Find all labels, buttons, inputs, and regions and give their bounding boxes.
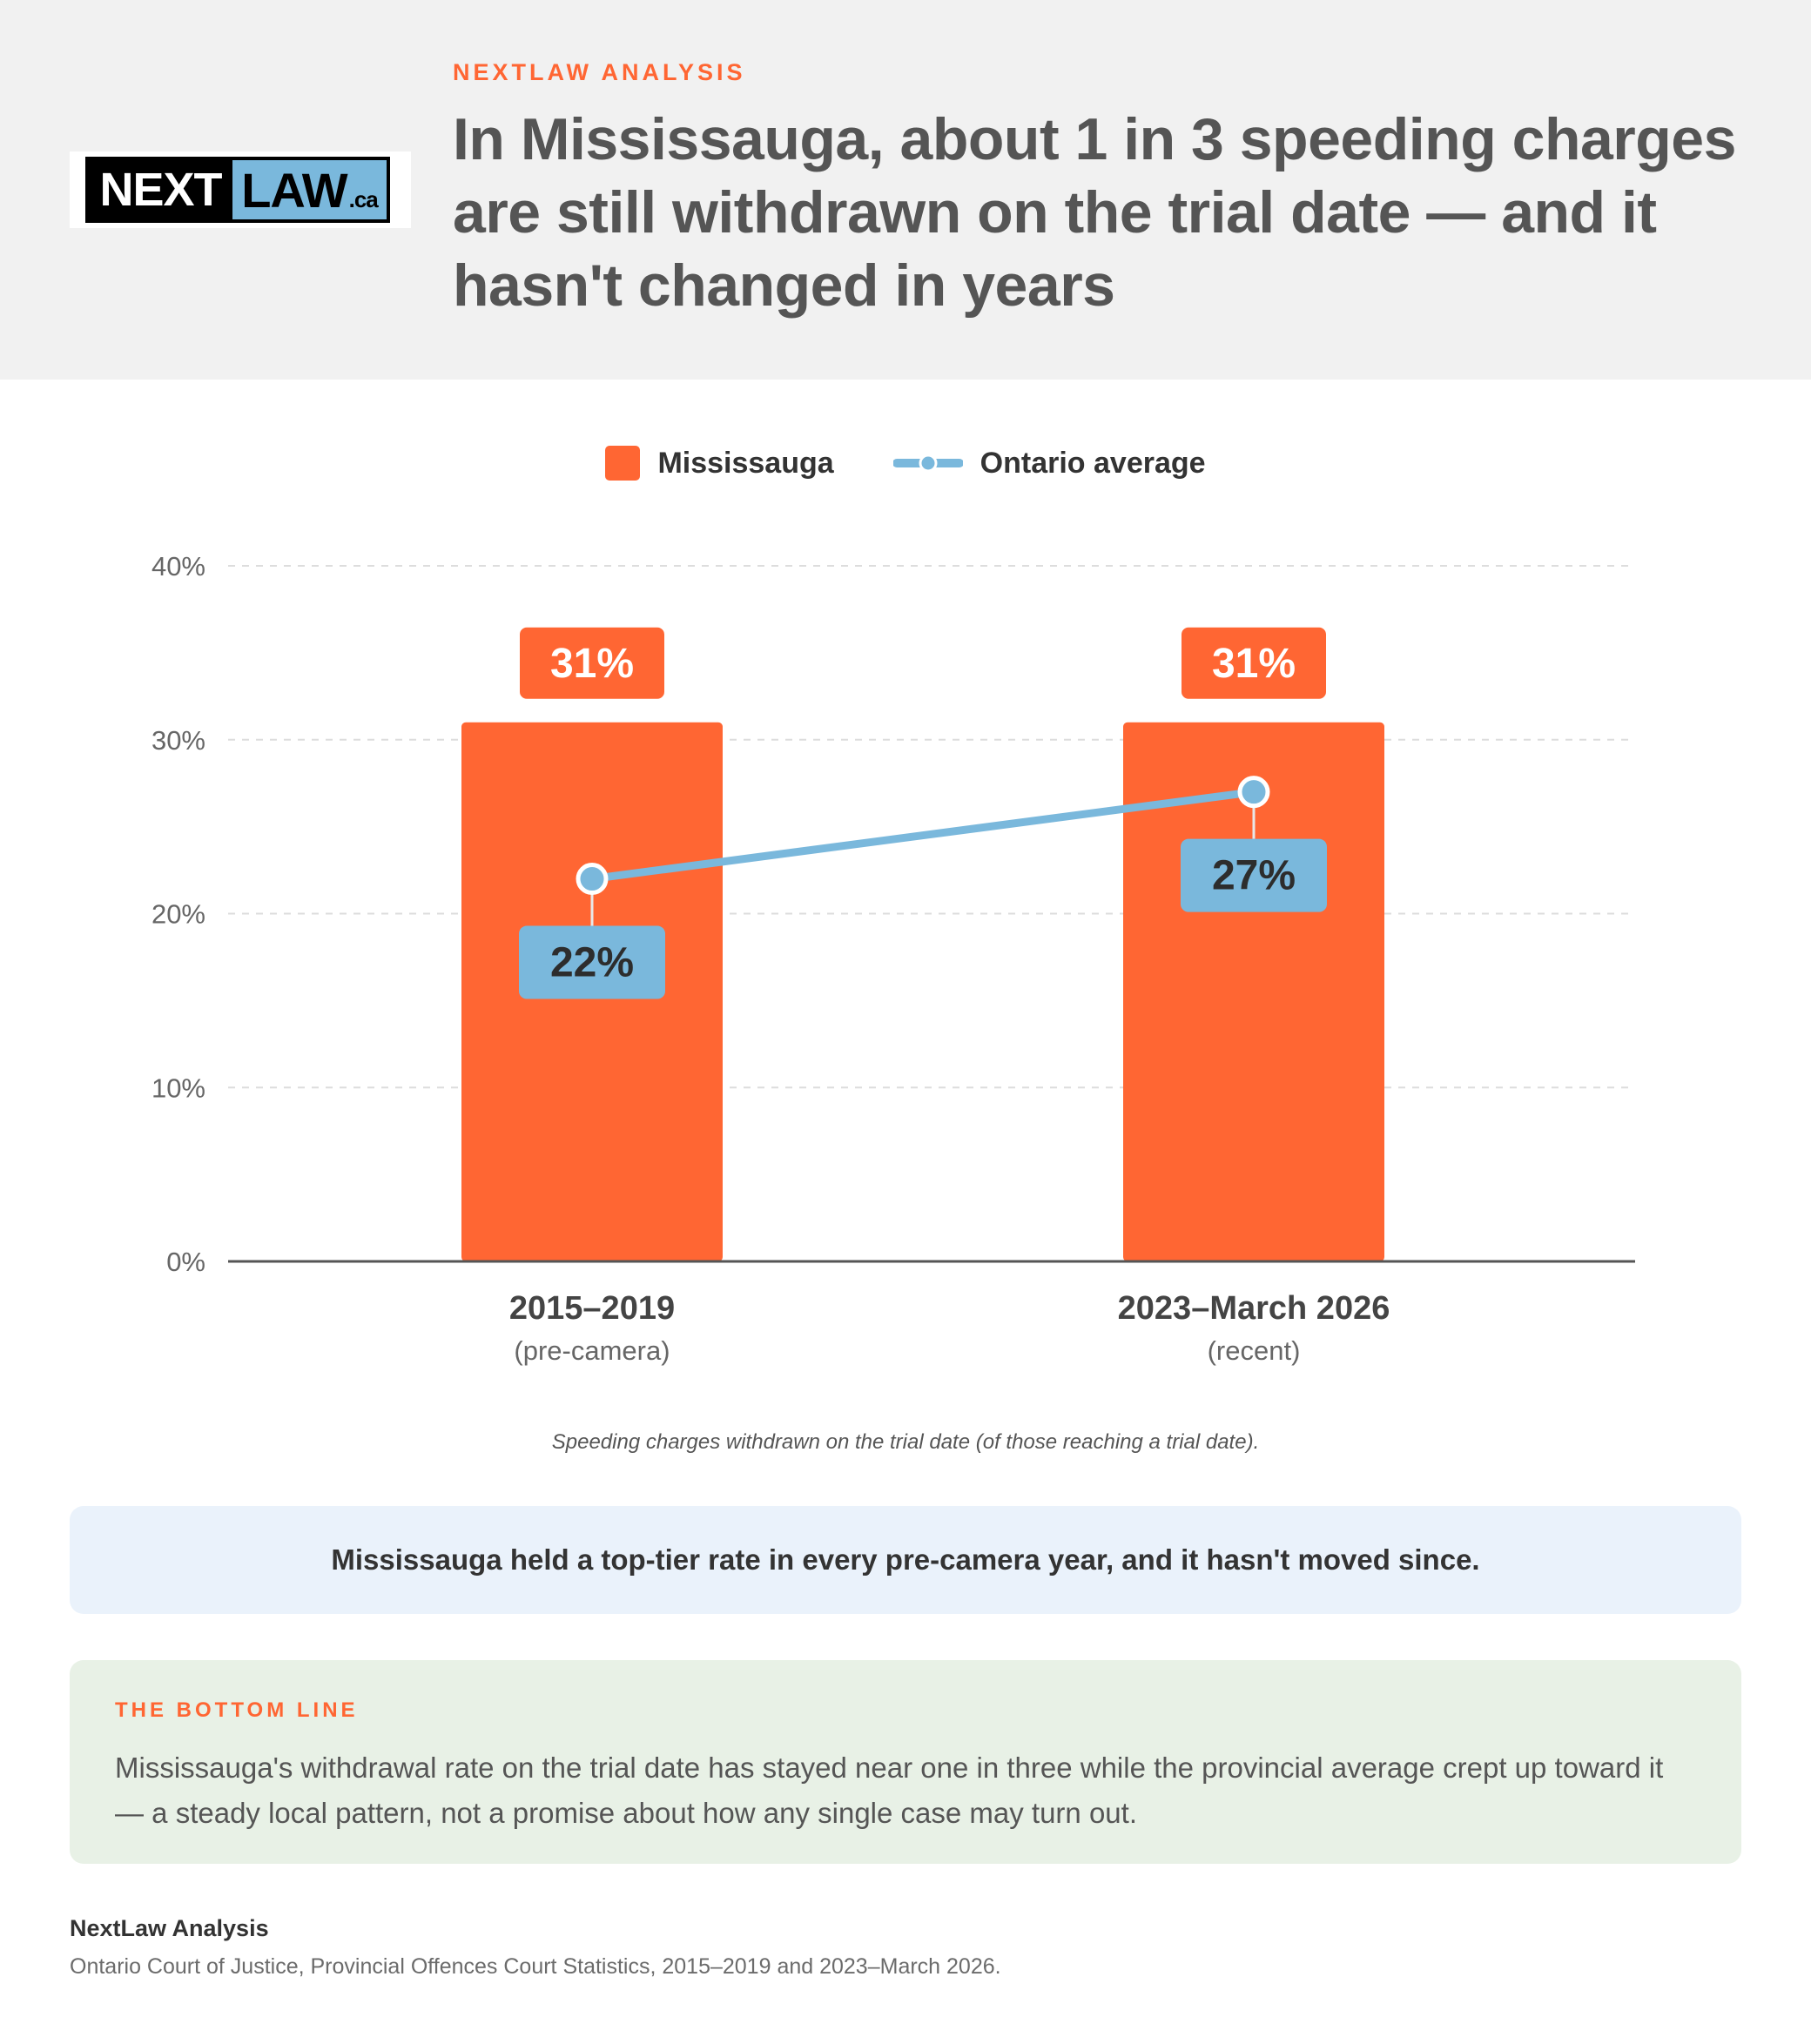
ontario-average-point xyxy=(576,863,609,896)
logo-frame: NEXT LAW .ca xyxy=(85,157,390,223)
legend-bar-label: Mississauga xyxy=(657,446,834,480)
callout-box: Mississauga held a top-tier rate in ever… xyxy=(70,1506,1741,1614)
legend-item-bar: Mississauga xyxy=(605,446,834,481)
x-category-label: 2015–2019 xyxy=(509,1290,675,1327)
point-value-box xyxy=(1181,838,1327,912)
chart-note: Speeding charges withdrawn on the trial … xyxy=(551,1430,1260,1454)
kicker: NEXTLAW ANALYSIS xyxy=(453,59,746,85)
bottom-line-label: THE BOTTOM LINE xyxy=(115,1698,359,1722)
ontario-average-point xyxy=(1237,776,1270,809)
y-tick-label: 30% xyxy=(151,725,205,756)
withdrawal-rate-chart: 0% 10% 20% 30% 40% 31% 31% 22% 27% 2015–2019 (pre-… xyxy=(151,551,1635,1366)
y-tick-label: 0% xyxy=(166,1247,205,1277)
y-tick-label: 20% xyxy=(151,899,205,930)
bottom-line-text: Mississauga's withdrawal rate on the tri… xyxy=(115,1752,1664,1829)
y-tick-label: 10% xyxy=(151,1072,205,1103)
footer-title: NextLaw Analysis xyxy=(70,1915,269,1941)
bar-value-label: 31% xyxy=(1212,641,1296,687)
legend-line-label: Ontario average xyxy=(980,446,1206,480)
legend-bar-swatch xyxy=(605,446,641,481)
logo-law-box: LAW .ca xyxy=(232,160,387,219)
legend-line-swatch xyxy=(892,454,963,473)
logo-law-text: LAW xyxy=(241,162,347,218)
y-tick-label: 40% xyxy=(151,551,205,582)
x-category-label: 2023–March 2026 xyxy=(1118,1290,1390,1327)
point-value-box xyxy=(519,925,665,999)
logo-ca-text: .ca xyxy=(348,185,379,212)
header-band: NEXT LAW .ca NEXTLAW ANALYSIS In Mississa… xyxy=(0,0,1811,380)
bar-value-box xyxy=(518,625,666,701)
logo-next-text: NEXT xyxy=(99,164,222,216)
x-category-sublabel: (pre-camera) xyxy=(514,1335,670,1366)
footer-source: Ontario Court of Justice, Provincial Off… xyxy=(70,1954,1001,1979)
ontario-average-line xyxy=(588,788,1258,884)
page-title: In Mississauga, about 1 in 3 speeding ch… xyxy=(453,106,1736,319)
legend-item-line: Ontario average xyxy=(892,446,1206,481)
point-value-label: 27% xyxy=(1212,853,1296,899)
chart-legend: Mississauga Ontario average xyxy=(0,446,1811,481)
x-category-sublabel: (recent) xyxy=(1208,1335,1301,1366)
point-value-label: 22% xyxy=(550,940,634,986)
nextlaw-logo: NEXT LAW .ca xyxy=(70,151,411,228)
bar-value-label: 31% xyxy=(550,641,634,687)
callout-text: Mississauga held a top-tier rate in ever… xyxy=(331,1543,1480,1576)
bar-value-box xyxy=(1180,625,1328,701)
bottom-line-box: THE BOTTOM LINE Mississauga's withdrawal… xyxy=(70,1660,1741,1864)
